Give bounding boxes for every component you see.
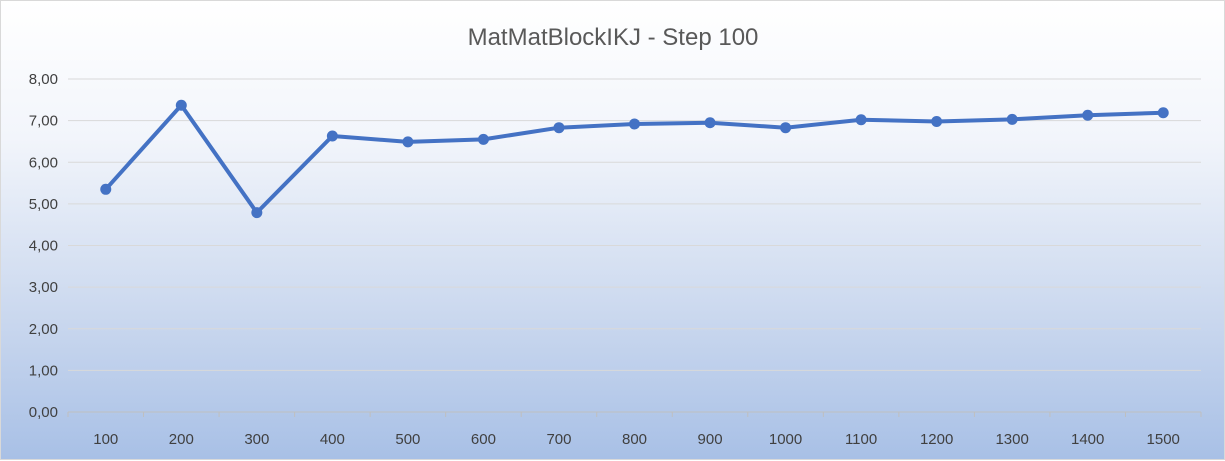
data-point [175, 99, 187, 111]
data-point [1157, 107, 1169, 119]
x-tick-label: 1400 [1071, 431, 1104, 448]
grid [68, 78, 1201, 371]
y-tick-label: 4,00 [29, 238, 58, 255]
y-tick-label: 6,00 [29, 154, 58, 171]
x-tick-label: 800 [622, 431, 647, 448]
y-tick-label: 3,00 [29, 279, 58, 296]
data-point [553, 122, 565, 134]
y-tick-label: 8,00 [29, 71, 58, 88]
x-tick-label: 500 [395, 431, 420, 448]
series [100, 99, 1169, 219]
x-tick-label: 600 [471, 431, 496, 448]
data-point [780, 122, 792, 134]
y-tick-label: 5,00 [29, 196, 58, 213]
x-tick-label: 1500 [1147, 431, 1180, 448]
x-tick-label: 100 [93, 431, 118, 448]
data-point [402, 136, 414, 148]
y-tick-label: 1,00 [29, 362, 58, 379]
y-tick-label: 0,00 [29, 404, 58, 421]
data-point [1082, 109, 1094, 121]
data-point [931, 115, 943, 127]
x-axis [67, 411, 1202, 417]
x-tick-label: 700 [546, 431, 571, 448]
x-tick-label: 1100 [845, 431, 877, 448]
x-tick-label: 300 [244, 431, 269, 448]
data-point [855, 114, 867, 126]
y-tick-label: 7,00 [29, 113, 58, 130]
chart-title: MatMatBlockIKJ - Step 100 [468, 24, 759, 51]
x-axis-ticks: 100 200 300 400 500 600 700 800 900 1000 1100 1200 1… [93, 431, 1180, 448]
x-tick-label: 900 [698, 431, 723, 448]
x-tick-label: 200 [169, 431, 194, 448]
x-tick-label: 1200 [920, 431, 953, 448]
data-point [629, 118, 640, 130]
y-axis-ticks: 0,00 1,00 2,00 3,00 4,00 5,00 6,00 7,00 8,00 [29, 71, 58, 421]
data-point [704, 117, 716, 129]
data-point [100, 183, 112, 195]
x-tick-label: 1000 [769, 431, 802, 448]
y-tick-label: 2,00 [29, 321, 58, 338]
data-point [477, 133, 489, 145]
x-tick-label: 1300 [995, 431, 1028, 448]
data-point [1006, 113, 1018, 125]
data-point [251, 207, 263, 219]
x-tick-label: 400 [320, 431, 345, 448]
data-point [326, 130, 338, 142]
